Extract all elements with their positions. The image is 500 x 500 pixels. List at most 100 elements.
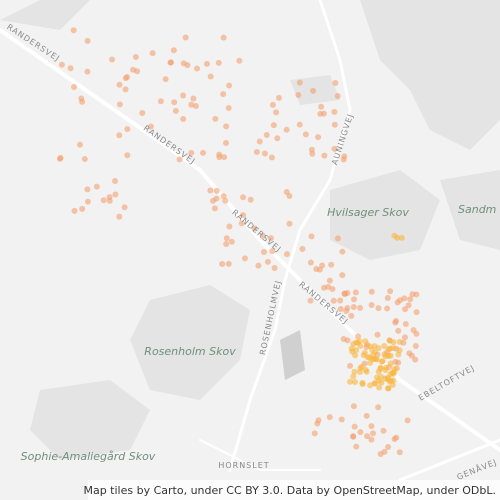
location-dot xyxy=(393,318,400,325)
location-dot xyxy=(315,134,322,141)
location-dot xyxy=(172,107,179,114)
location-dot xyxy=(260,248,267,255)
location-dot xyxy=(374,331,381,338)
location-dot xyxy=(395,327,402,334)
location-dot xyxy=(406,350,413,357)
location-dot xyxy=(378,373,385,380)
location-dot xyxy=(395,351,402,358)
location-dot xyxy=(207,187,214,194)
location-dot xyxy=(194,65,201,72)
location-dot xyxy=(412,356,419,363)
location-dot xyxy=(57,154,64,161)
location-dot xyxy=(215,59,222,66)
location-dot xyxy=(182,34,189,41)
attribution: Map tiles by Carto, under CC BY 3.0. Dat… xyxy=(83,484,496,497)
location-dot xyxy=(396,449,403,456)
location-dot xyxy=(307,297,314,304)
location-dot xyxy=(387,371,394,378)
road xyxy=(283,0,352,282)
location-dot xyxy=(188,101,195,108)
location-dot xyxy=(112,191,119,198)
place-label: Sophie-Amaliegård Skov xyxy=(21,450,156,463)
location-dot xyxy=(240,194,247,201)
location-dot xyxy=(106,194,113,201)
location-dot xyxy=(360,352,367,359)
location-dot xyxy=(268,154,275,161)
location-dot xyxy=(219,261,226,268)
location-dot xyxy=(402,320,409,327)
location-dot xyxy=(385,385,392,392)
location-dot xyxy=(398,234,405,241)
location-dot xyxy=(331,108,338,115)
location-dot xyxy=(70,27,77,34)
location-dot xyxy=(387,360,394,367)
location-dot xyxy=(220,91,227,98)
location-dot xyxy=(255,262,262,269)
location-dot xyxy=(225,105,232,112)
location-dot xyxy=(162,76,169,83)
location-dot xyxy=(405,302,412,309)
location-dot xyxy=(213,195,220,202)
location-dot xyxy=(256,138,263,145)
location-dot xyxy=(376,384,383,391)
location-dot xyxy=(269,248,276,255)
location-dot xyxy=(313,265,320,272)
location-dot xyxy=(93,183,100,190)
location-dot xyxy=(225,260,232,267)
location-dot xyxy=(259,232,266,239)
location-dot xyxy=(339,248,346,255)
location-dot xyxy=(339,272,346,279)
forest xyxy=(330,170,440,260)
location-dot xyxy=(314,420,321,427)
location-dot xyxy=(344,337,351,344)
location-dot xyxy=(188,149,195,156)
location-dot xyxy=(157,98,164,105)
location-dot xyxy=(401,334,408,341)
location-dot xyxy=(358,363,365,370)
location-dot xyxy=(370,355,377,362)
location-dot xyxy=(385,346,392,353)
location-dot xyxy=(350,433,357,440)
location-dot xyxy=(295,91,302,98)
location-dot xyxy=(384,376,391,383)
location-dot xyxy=(334,235,341,242)
location-dot xyxy=(147,123,154,130)
location-dot xyxy=(363,412,370,419)
location-dot xyxy=(352,352,359,359)
location-dot xyxy=(116,81,123,88)
location-dot xyxy=(353,443,360,450)
location-dot xyxy=(149,50,156,57)
location-dot xyxy=(394,299,401,306)
location-dot xyxy=(84,68,91,75)
location-dot xyxy=(391,365,398,372)
location-dot xyxy=(378,379,385,386)
location-dot xyxy=(382,353,389,360)
location-dot xyxy=(84,37,91,44)
forest xyxy=(130,285,250,400)
location-dot xyxy=(226,82,233,89)
location-dot xyxy=(308,233,315,240)
location-dot xyxy=(350,403,357,410)
location-dot xyxy=(383,364,390,371)
location-dot xyxy=(348,312,355,319)
location-dot xyxy=(308,146,315,153)
location-dot xyxy=(283,251,290,258)
location-dot xyxy=(337,297,344,304)
location-dot xyxy=(283,126,290,133)
location-dot xyxy=(368,302,375,309)
location-dot xyxy=(116,213,123,220)
location-dot xyxy=(263,132,270,139)
location-dot xyxy=(223,240,230,247)
attribution-background xyxy=(88,480,500,500)
location-dot xyxy=(124,152,131,159)
location-dot xyxy=(171,99,178,106)
location-dot xyxy=(261,150,268,157)
location-dot xyxy=(402,306,409,313)
location-dot xyxy=(363,368,370,375)
location-dot xyxy=(407,296,414,303)
location-dot xyxy=(269,101,276,108)
location-dot xyxy=(264,258,271,265)
place-label: Hvilsager Skov xyxy=(327,206,409,219)
location-dot xyxy=(192,102,199,109)
location-dot xyxy=(302,131,309,138)
